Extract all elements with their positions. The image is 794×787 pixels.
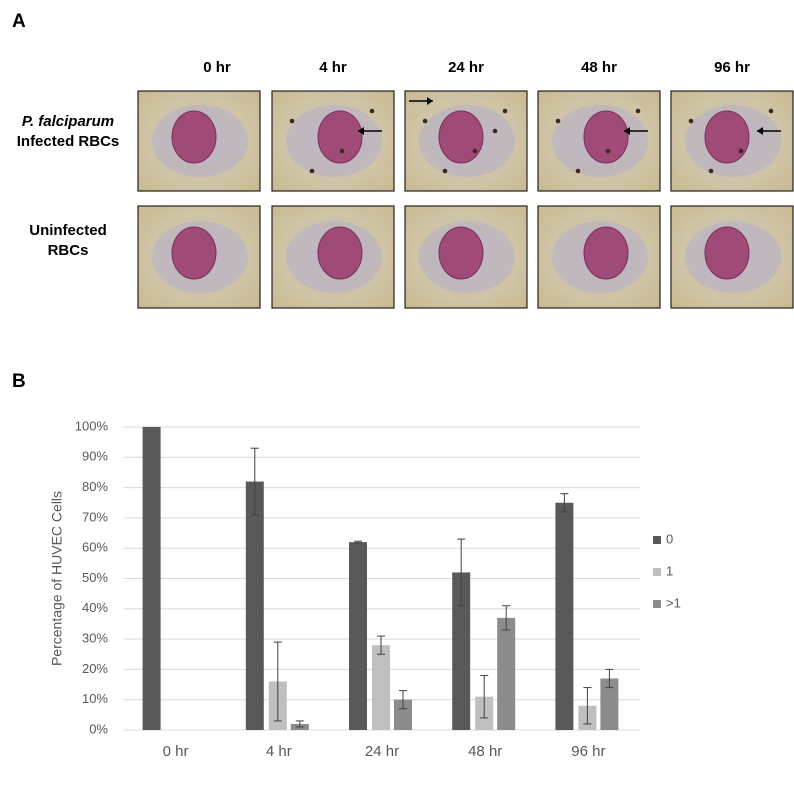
arrow-head — [427, 97, 433, 105]
error-bar — [457, 538, 466, 607]
y-tick-label: 90% — [82, 449, 108, 464]
error-bar — [273, 641, 282, 722]
column-header: 48 hr — [581, 59, 617, 76]
panel-label: B — [12, 371, 26, 392]
x-tick-label: 48 hr — [468, 743, 502, 760]
bar — [245, 481, 264, 730]
parasite — [442, 168, 448, 174]
nucleus — [438, 110, 484, 164]
nucleus — [317, 110, 363, 164]
nucleus — [171, 226, 217, 280]
legend-swatch — [653, 600, 661, 608]
error-bar — [250, 447, 259, 516]
nucleus — [583, 226, 629, 280]
bar — [497, 617, 516, 730]
parasite — [688, 118, 694, 124]
bar — [349, 542, 367, 730]
error-bar — [560, 493, 569, 513]
y-tick-label: 10% — [82, 691, 108, 706]
x-tick-label: 96 hr — [571, 743, 605, 760]
parasite — [369, 108, 375, 114]
x-tick-label: 24 hr — [365, 743, 399, 760]
y-tick-label: 70% — [82, 509, 108, 524]
parasite — [605, 148, 611, 154]
parasite — [708, 168, 714, 174]
nucleus — [171, 110, 217, 164]
x-tick-label: 0 hr — [163, 743, 189, 760]
bar — [372, 645, 390, 730]
bar — [600, 678, 619, 730]
bar — [452, 572, 471, 730]
row-label: Uninfected — [29, 222, 107, 239]
column-header: 0 hr — [203, 59, 231, 76]
row-label: RBCs — [48, 242, 89, 259]
legend-label: 1 — [666, 563, 673, 578]
parasite — [768, 108, 774, 114]
parasite — [422, 118, 428, 124]
legend-swatch — [653, 536, 661, 544]
y-axis-label: Percentage of HUVEC Cells — [49, 491, 65, 666]
legend-label: 0 — [666, 531, 673, 546]
parasite — [289, 118, 295, 124]
row-label: Infected RBCs — [17, 133, 120, 150]
nucleus — [583, 110, 629, 164]
x-tick-label: 4 hr — [266, 743, 292, 760]
arrow-head — [757, 127, 763, 135]
y-tick-label: 100% — [75, 418, 109, 433]
error-bar — [583, 687, 592, 725]
y-tick-label: 80% — [82, 479, 108, 494]
error-bar — [295, 720, 304, 728]
error-bar — [605, 668, 614, 689]
legend-label: >1 — [666, 595, 681, 610]
nucleus — [704, 110, 750, 164]
error-bar — [354, 540, 362, 544]
y-tick-label: 0% — [89, 721, 108, 736]
bar — [555, 502, 574, 730]
column-header: 4 hr — [319, 59, 347, 76]
error-bar — [502, 605, 511, 631]
legend-swatch — [653, 568, 661, 576]
error-bar — [377, 635, 385, 655]
panel-label: A — [12, 11, 26, 32]
arrow-head — [358, 127, 364, 135]
error-bar — [480, 674, 489, 719]
y-tick-label: 50% — [82, 570, 108, 585]
arrow-head — [624, 127, 630, 135]
nucleus — [317, 226, 363, 280]
column-header: 24 hr — [448, 59, 484, 76]
parasite — [575, 168, 581, 174]
parasite — [339, 148, 345, 154]
y-tick-label: 40% — [82, 600, 108, 615]
parasite — [635, 108, 641, 114]
parasite — [555, 118, 561, 124]
parasite — [738, 148, 744, 154]
parasite — [492, 128, 498, 134]
bar — [394, 699, 412, 730]
parasite — [502, 108, 508, 114]
row-label: P. falciparum — [22, 113, 114, 130]
y-tick-label: 60% — [82, 540, 108, 555]
column-header: 96 hr — [714, 59, 750, 76]
error-bar — [399, 690, 407, 710]
y-tick-label: 30% — [82, 631, 108, 646]
y-tick-label: 20% — [82, 661, 108, 676]
bar — [142, 427, 161, 730]
parasite — [472, 148, 478, 154]
nucleus — [704, 226, 750, 280]
parasite — [309, 168, 315, 174]
nucleus — [438, 226, 484, 280]
